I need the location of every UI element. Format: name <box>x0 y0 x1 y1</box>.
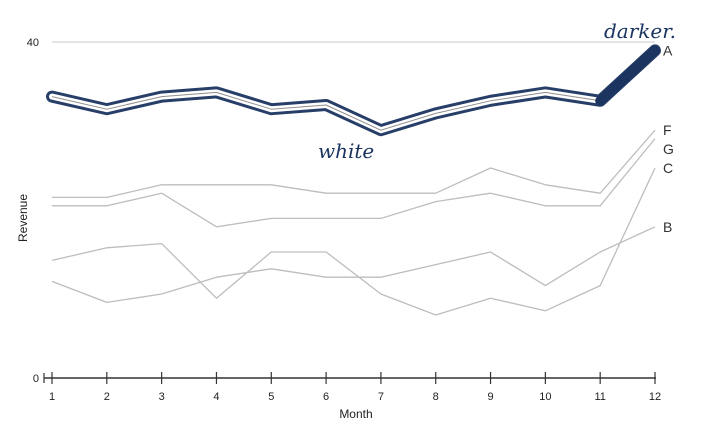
y-axis-title: Revenue <box>16 194 30 242</box>
x-tick-label: 3 <box>159 391 165 403</box>
series-line-c <box>51 167 656 316</box>
series-layer <box>51 129 656 316</box>
series-line-a <box>51 50 656 131</box>
y-tick-label: 40 <box>27 37 39 49</box>
series-line-f <box>52 129 656 199</box>
x-tick-label: 12 <box>649 391 661 403</box>
x-tick-label: 9 <box>487 391 493 403</box>
series-label-f: F <box>663 122 672 138</box>
y-tick-label: 0 <box>33 373 39 385</box>
x-tick-label: 4 <box>213 391 219 403</box>
annotation-handwritten-darker: darker. <box>604 19 676 43</box>
x-tick-label: 11 <box>594 391 605 403</box>
x-tick-label: 6 <box>323 391 329 403</box>
x-tick-label: 2 <box>104 391 110 403</box>
highlight-layer <box>46 44 661 137</box>
x-tick-label: 10 <box>539 391 551 403</box>
x-tick-label: 7 <box>378 391 384 403</box>
annotation-handwritten-white: white <box>318 139 374 163</box>
series-a-darker-marking <box>595 45 660 106</box>
series-label-c: C <box>663 160 673 176</box>
series-line-g <box>52 138 656 228</box>
x-tick-label: 8 <box>433 391 439 403</box>
x-tick-label: 5 <box>268 391 274 403</box>
series-line-b <box>51 226 656 304</box>
x-tick-label: 1 <box>49 391 55 403</box>
label-layer: A FGC B <box>663 42 674 234</box>
x-axis-title: Month <box>339 407 372 421</box>
series-label-g: G <box>663 141 674 157</box>
series-label-b: B <box>663 219 672 235</box>
series-label-a: A <box>663 42 673 58</box>
